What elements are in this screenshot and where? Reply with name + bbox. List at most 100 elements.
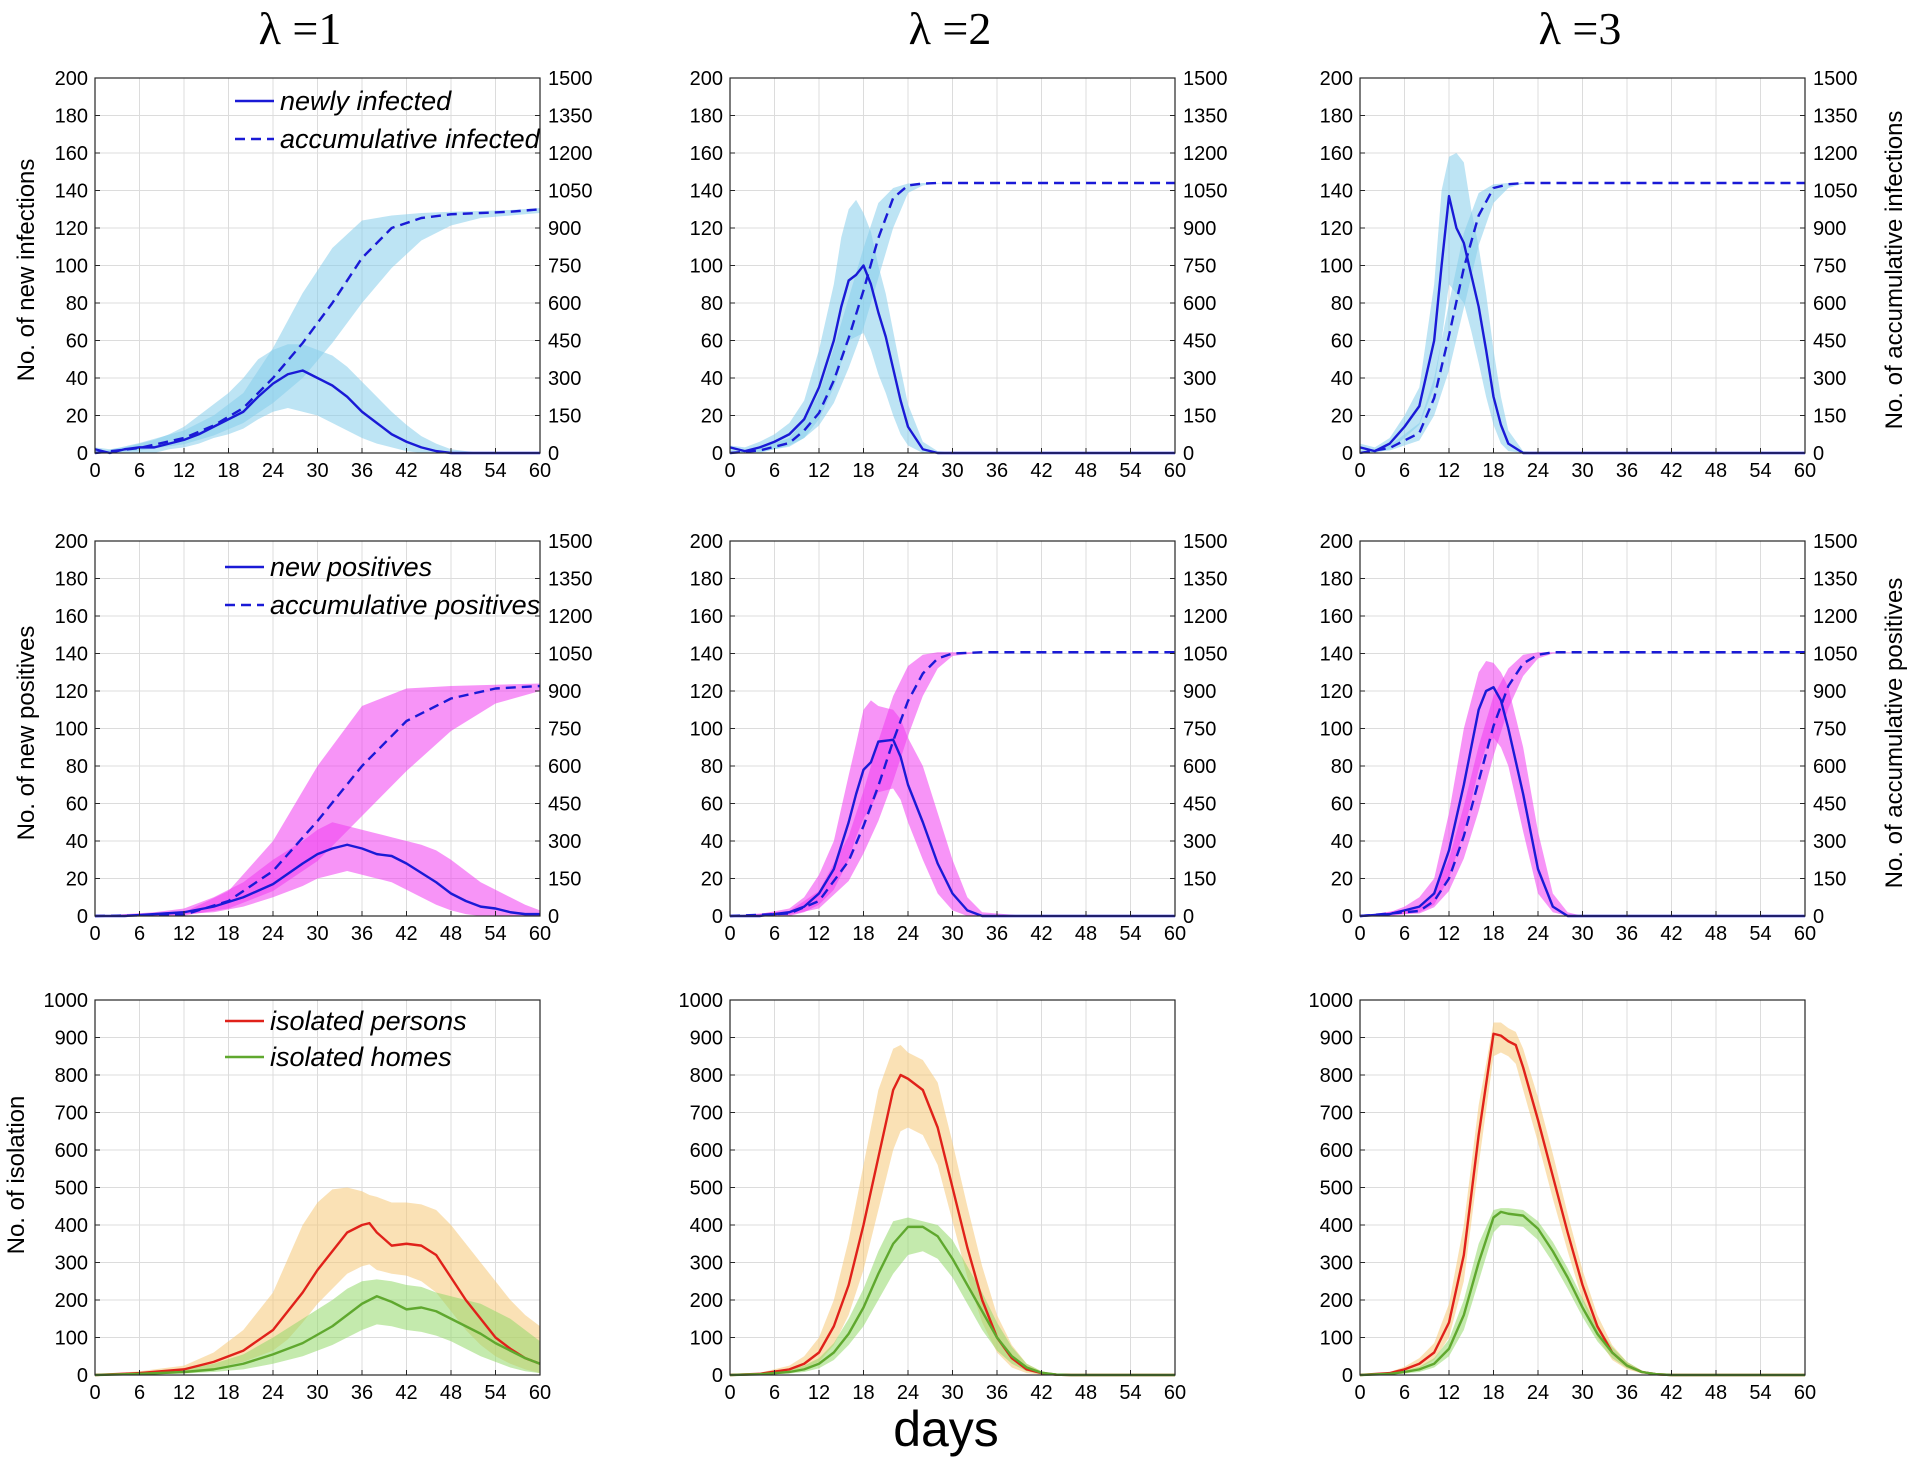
x-tick-label: 42 xyxy=(1660,1382,1682,1404)
x-tick-label: 24 xyxy=(262,460,284,482)
legend: new positives accumulative positives xyxy=(225,552,540,620)
y-tick-label: 100 xyxy=(690,719,723,741)
y-tick-label: 140 xyxy=(55,181,88,203)
ylabel-new-infections: No. of new infections xyxy=(13,159,40,382)
x-tick-label: 6 xyxy=(769,1382,780,1404)
y2-tick-label: 300 xyxy=(548,831,581,853)
y2-tick-label: 1500 xyxy=(1183,68,1228,90)
x-tick-label: 0 xyxy=(724,923,735,945)
y2-tick-label: 150 xyxy=(1813,406,1846,428)
x-tick-label: 6 xyxy=(134,1382,145,1404)
x-tick-label: 24 xyxy=(897,460,919,482)
y2-tick-label: 300 xyxy=(1813,831,1846,853)
y2-tick-label: 1200 xyxy=(548,143,593,165)
x-tick-label: 30 xyxy=(941,460,963,482)
x-tick-label: 30 xyxy=(306,923,328,945)
y-tick-label: 180 xyxy=(690,106,723,128)
x-tick-label: 6 xyxy=(1399,923,1410,945)
y2-tick-label: 750 xyxy=(1813,719,1846,741)
x-tick-label: 6 xyxy=(1399,1382,1410,1404)
x-tick-label: 24 xyxy=(262,1382,284,1404)
y-tick-label: 100 xyxy=(690,256,723,278)
x-tick-label: 42 xyxy=(1660,460,1682,482)
x-tick-label: 54 xyxy=(484,923,506,945)
panel-isolation-lambda-2: 0 6 12 18 24 30 36 42 48 54 6001002003004005006007… xyxy=(679,990,1187,1404)
y2-tick-label: 750 xyxy=(548,256,581,278)
x-tick-label: 18 xyxy=(1482,460,1504,482)
y-tick-label: 140 xyxy=(55,644,88,666)
y2-tick-label: 300 xyxy=(1183,831,1216,853)
x-tick-label: 12 xyxy=(1438,923,1460,945)
x-tick-label: 48 xyxy=(1705,460,1727,482)
series-line-isolated-homes xyxy=(1359,1210,1805,1377)
panel-positives-lambda-2: 0 6 12 18 24 30 36 42 48 54 6002040608010012014016… xyxy=(690,531,1228,945)
y2-tick-label: 1050 xyxy=(1183,644,1228,666)
x-tick-label: 48 xyxy=(1075,923,1097,945)
x-tick-label: 18 xyxy=(1482,923,1504,945)
x-tick-label: 36 xyxy=(986,1382,1008,1404)
y-tick-label: 200 xyxy=(55,1290,88,1312)
y-tick-label: 200 xyxy=(1320,68,1353,90)
y-tick-label: 100 xyxy=(1320,256,1353,278)
x-tick-label: 36 xyxy=(1616,923,1638,945)
x-tick-label: 60 xyxy=(1164,460,1186,482)
x-tick-label: 54 xyxy=(1119,1382,1141,1404)
x-tick-label: 60 xyxy=(1794,1382,1816,1404)
y-tick-label: 80 xyxy=(701,756,723,778)
band-accumulative-infected xyxy=(730,183,1175,453)
series-line-isolated-homes xyxy=(729,1225,1175,1377)
x-tick-label: 42 xyxy=(395,923,417,945)
series-line-accumulative-infected xyxy=(1359,181,1805,455)
band-accumulative-positives xyxy=(730,652,1175,916)
grid xyxy=(729,77,1176,454)
y-tick-label: 140 xyxy=(1320,644,1353,666)
panel-positives-lambda-3: 0 6 12 18 24 30 36 42 48 54 6002040608010012014016… xyxy=(1320,531,1858,945)
x-tick-label: 60 xyxy=(529,923,551,945)
x-tick-label: 36 xyxy=(351,1382,373,1404)
x-tick-label: 48 xyxy=(1075,460,1097,482)
series-line-isolated-persons xyxy=(94,1221,541,1377)
y2label-accumulative-infections: No. of accumulative infections xyxy=(1881,111,1908,430)
panel-positives-lambda-1: 0 6 12 18 24 30 36 42 48 54 6002040608010012014016… xyxy=(55,531,593,945)
y-tick-label: 1000 xyxy=(1309,990,1354,1012)
y-tick-label: 100 xyxy=(55,719,88,741)
y2-tick-label: 900 xyxy=(1813,218,1846,240)
band-new-positives xyxy=(1360,661,1805,916)
y-tick-label: 160 xyxy=(690,606,723,628)
y-tick-label: 700 xyxy=(55,1103,88,1125)
x-tick-label: 24 xyxy=(897,923,919,945)
y2-tick-label: 600 xyxy=(1183,756,1216,778)
y-tick-label: 40 xyxy=(701,368,723,390)
y-tick-label: 500 xyxy=(55,1178,88,1200)
x-tick-label: 0 xyxy=(1354,460,1365,482)
y2-tick-label: 450 xyxy=(1813,331,1846,353)
y2-tick-label: 900 xyxy=(1813,681,1846,703)
y-tick-label: 140 xyxy=(690,181,723,203)
x-tick-label: 12 xyxy=(808,460,830,482)
y-tick-label: 20 xyxy=(1331,406,1353,428)
y-tick-label: 600 xyxy=(690,1140,723,1162)
x-tick-label: 48 xyxy=(440,460,462,482)
y2-tick-label: 0 xyxy=(548,443,559,465)
y-tick-label: 700 xyxy=(1320,1103,1353,1125)
y2-tick-label: 450 xyxy=(1813,794,1846,816)
band-accumulative-infected xyxy=(95,208,540,453)
y-tick-label: 1000 xyxy=(679,990,724,1012)
y-tick-label: 80 xyxy=(1331,756,1353,778)
band-accumulative-infected xyxy=(1360,183,1805,453)
series-line-new-positives xyxy=(730,738,1175,918)
x-tick-label: 54 xyxy=(484,1382,506,1404)
x-tick-label: 12 xyxy=(173,460,195,482)
y2-tick-label: 1500 xyxy=(548,531,593,553)
series-line-accumulative-positives xyxy=(1359,651,1805,918)
y2-tick-label: 450 xyxy=(548,794,581,816)
y2-tick-label: 450 xyxy=(1183,794,1216,816)
y-tick-label: 20 xyxy=(701,869,723,891)
y-tick-label: 100 xyxy=(1320,1328,1353,1350)
ylabel-isolation: No. of isolation xyxy=(3,1096,30,1255)
y2-tick-label: 1200 xyxy=(1813,143,1858,165)
y-tick-label: 60 xyxy=(1331,794,1353,816)
x-tick-label: 36 xyxy=(1616,1382,1638,1404)
x-tick-label: 60 xyxy=(1164,923,1186,945)
y2-tick-label: 1500 xyxy=(1813,68,1858,90)
